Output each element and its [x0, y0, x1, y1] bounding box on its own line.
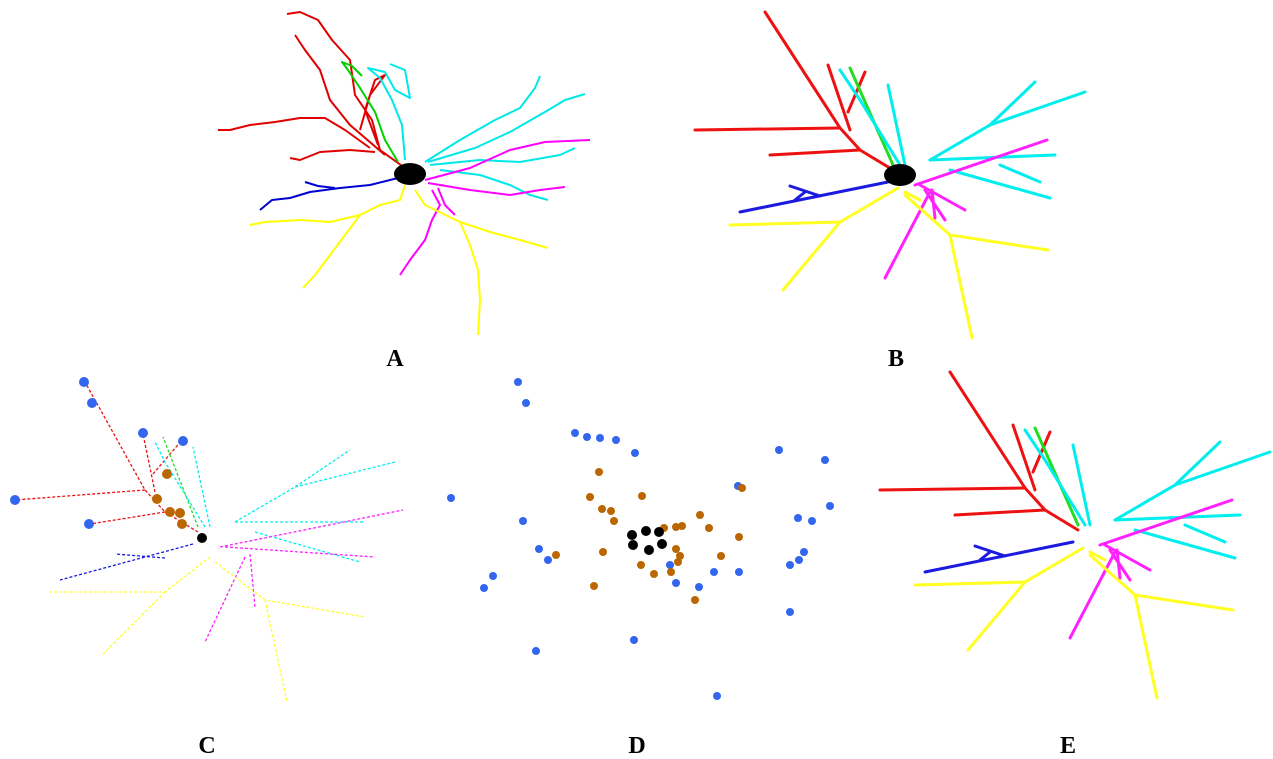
- panel-label: E: [1060, 733, 1076, 759]
- panel-d-nodes: [447, 378, 834, 700]
- panel-label: B: [888, 346, 904, 372]
- panel-c-nodes: [10, 377, 207, 543]
- panel-a-drawing: [218, 12, 590, 335]
- panel-e-drawing: [880, 372, 1270, 698]
- figure: A B C D E: [0, 0, 1273, 759]
- panel-label: C: [198, 733, 215, 759]
- panel-label: A: [386, 346, 404, 372]
- soma: [884, 164, 916, 186]
- panel-label: D: [628, 733, 645, 759]
- panel-c-drawing: [15, 382, 403, 702]
